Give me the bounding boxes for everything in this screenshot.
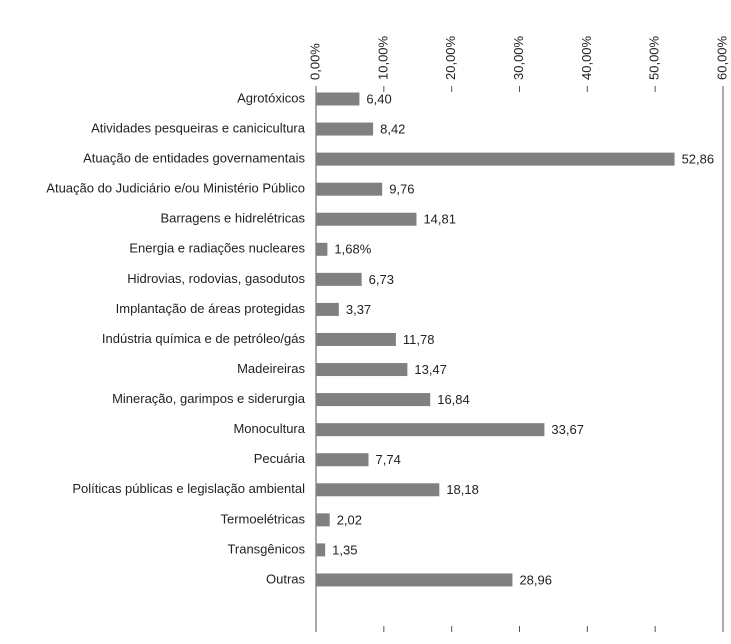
value-label: 11,78 — [403, 332, 435, 347]
value-label: 18,18 — [446, 482, 479, 497]
value-label: 28,96 — [519, 572, 552, 587]
bar — [316, 573, 513, 587]
bar — [316, 453, 369, 467]
value-label: 16,84 — [437, 392, 470, 407]
category-label: Políticas públicas e legislação ambienta… — [72, 481, 305, 496]
bar — [316, 513, 330, 527]
value-label: 8,42 — [380, 121, 405, 136]
value-label: 13,47 — [414, 362, 447, 377]
category-label: Transgênicos — [227, 541, 305, 556]
value-label: 33,67 — [551, 422, 584, 437]
category-label: Implantação de áreas protegidas — [116, 301, 306, 316]
value-label: 1,68% — [334, 242, 371, 257]
category-label: Barragens e hidrelétricas — [160, 211, 305, 226]
category-label: Outras — [266, 571, 306, 586]
category-label: Indústria química e de petróleo/gás — [102, 331, 306, 346]
category-label: Mineração, garimpos e siderurgia — [112, 391, 306, 406]
category-label: Madeireiras — [237, 361, 305, 376]
category-label: Agrotóxicos — [237, 90, 305, 105]
x-tick-label: 40,00% — [579, 35, 594, 80]
category-label: Energia e radiações nucleares — [129, 241, 305, 256]
category-label: Pecuária — [254, 451, 306, 466]
category-label: Atuação de entidades governamentais — [83, 151, 305, 166]
bar — [316, 272, 362, 286]
x-tick-label: 50,00% — [647, 35, 662, 80]
value-label: 14,81 — [423, 212, 456, 227]
x-tick-label: 10,00% — [375, 35, 390, 80]
bar — [316, 332, 396, 346]
category-label: Atividades pesqueiras e canicicultura — [91, 120, 306, 135]
category-label: Monocultura — [233, 421, 305, 436]
value-label: 1,35 — [332, 542, 357, 557]
value-label: 52,86 — [682, 152, 715, 167]
x-tick-label: 20,00% — [443, 35, 458, 80]
bar — [316, 363, 408, 377]
value-label: 2,02 — [337, 512, 362, 527]
value-label: 6,40 — [366, 91, 391, 106]
bar — [316, 92, 360, 106]
bar — [316, 483, 440, 497]
value-label: 6,73 — [369, 272, 394, 287]
category-label: Hidrovias, rodovias, gasodutos — [127, 271, 305, 286]
bar — [316, 212, 417, 226]
bar — [316, 242, 328, 256]
value-label: 9,76 — [389, 182, 414, 197]
bar — [316, 302, 339, 316]
x-tick-label: 60,00% — [714, 35, 729, 80]
category-label: Atuação do Judiciário e/ou Ministério Pú… — [46, 181, 305, 196]
bar — [316, 423, 545, 437]
category-label: Termoelétricas — [220, 511, 305, 526]
bar — [316, 122, 374, 136]
x-tick-label: 0,00% — [307, 43, 322, 80]
bar — [316, 152, 675, 166]
value-label: 7,74 — [376, 452, 401, 467]
bar — [316, 543, 326, 557]
value-label: 3,37 — [346, 302, 371, 317]
bar — [316, 393, 431, 407]
x-tick-label: 30,00% — [511, 35, 526, 80]
bar — [316, 182, 383, 196]
